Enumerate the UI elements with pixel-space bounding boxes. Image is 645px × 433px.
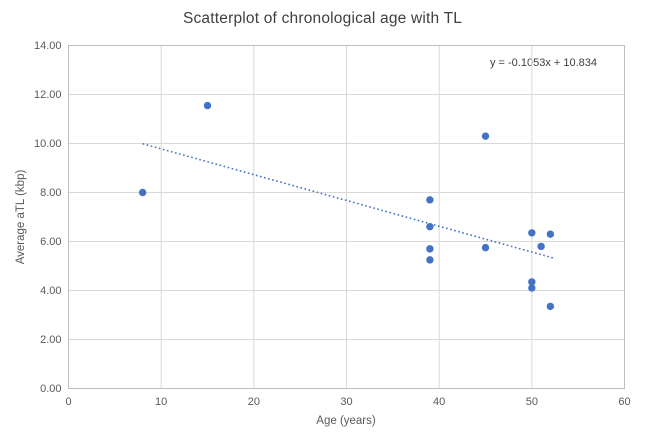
y-tick-label: 4.00: [40, 285, 61, 297]
y-tick-label: 14.00: [34, 40, 62, 52]
data-point: [138, 188, 147, 197]
data-point: [537, 242, 545, 251]
y-tick-label: 12.00: [34, 89, 62, 101]
y-tick-label: 8.00: [40, 187, 61, 199]
y-tick-label: 10.00: [34, 138, 62, 150]
plot-border: [68, 45, 625, 389]
trendline-equation-label: y = -0.1053x + 10.834: [489, 57, 597, 69]
x-tick-label: 30: [340, 396, 352, 408]
x-axis-title: Age (years): [316, 415, 376, 427]
data-point: [203, 101, 212, 110]
data-point: [481, 132, 490, 140]
data-point: [528, 284, 536, 292]
data-point: [426, 256, 434, 264]
data-point: [481, 243, 490, 252]
x-tick-label: 20: [248, 396, 260, 408]
x-tick-label: 60: [618, 396, 630, 408]
data-point: [528, 229, 536, 237]
data-point: [426, 196, 434, 204]
data-point: [546, 302, 555, 311]
x-tick-label: 0: [65, 396, 71, 408]
x-tick-label: 10: [155, 396, 167, 408]
x-tick-label: 50: [526, 396, 538, 408]
data-point: [528, 278, 536, 286]
trendline: [142, 142, 554, 259]
x-tick-label: 40: [433, 396, 445, 408]
y-tick-label: 2.00: [40, 334, 61, 346]
data-point: [546, 230, 555, 238]
y-tick-label: 0.00: [40, 383, 61, 395]
chart-title: Scatterplot of chronological age with TL: [182, 10, 463, 27]
y-tick-label: 6.00: [40, 236, 61, 248]
data-point: [426, 245, 434, 253]
data-point: [426, 223, 434, 231]
